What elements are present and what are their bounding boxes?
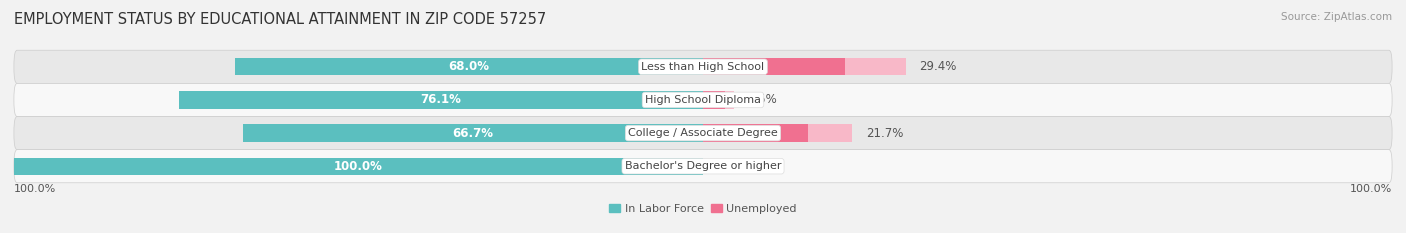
FancyBboxPatch shape xyxy=(14,116,1392,150)
Text: 68.0%: 68.0% xyxy=(449,60,489,73)
Text: Source: ZipAtlas.com: Source: ZipAtlas.com xyxy=(1281,12,1392,22)
Text: Less than High School: Less than High School xyxy=(641,62,765,72)
FancyBboxPatch shape xyxy=(14,83,1392,116)
Text: 76.1%: 76.1% xyxy=(420,93,461,106)
Text: 0.0%: 0.0% xyxy=(717,160,747,173)
Legend: In Labor Force, Unemployed: In Labor Force, Unemployed xyxy=(605,199,801,218)
FancyBboxPatch shape xyxy=(14,150,1392,183)
Bar xyxy=(14,158,703,175)
Text: Bachelor's Degree or higher: Bachelor's Degree or higher xyxy=(624,161,782,171)
Text: 66.7%: 66.7% xyxy=(453,127,494,140)
FancyBboxPatch shape xyxy=(14,50,1392,83)
Text: 100.0%: 100.0% xyxy=(1350,184,1392,194)
Text: 4.5%: 4.5% xyxy=(748,93,778,106)
Bar xyxy=(703,91,734,109)
Bar xyxy=(703,58,845,75)
Bar xyxy=(243,124,703,142)
Bar xyxy=(703,124,807,142)
Text: 100.0%: 100.0% xyxy=(14,184,56,194)
Bar xyxy=(703,91,724,109)
Text: EMPLOYMENT STATUS BY EDUCATIONAL ATTAINMENT IN ZIP CODE 57257: EMPLOYMENT STATUS BY EDUCATIONAL ATTAINM… xyxy=(14,12,547,27)
Text: 100.0%: 100.0% xyxy=(335,160,382,173)
Text: High School Diploma: High School Diploma xyxy=(645,95,761,105)
Bar xyxy=(235,58,703,75)
Bar xyxy=(179,91,703,109)
Text: 29.4%: 29.4% xyxy=(920,60,956,73)
Bar xyxy=(703,124,852,142)
Text: 21.7%: 21.7% xyxy=(866,127,904,140)
Bar xyxy=(703,58,905,75)
Text: College / Associate Degree: College / Associate Degree xyxy=(628,128,778,138)
